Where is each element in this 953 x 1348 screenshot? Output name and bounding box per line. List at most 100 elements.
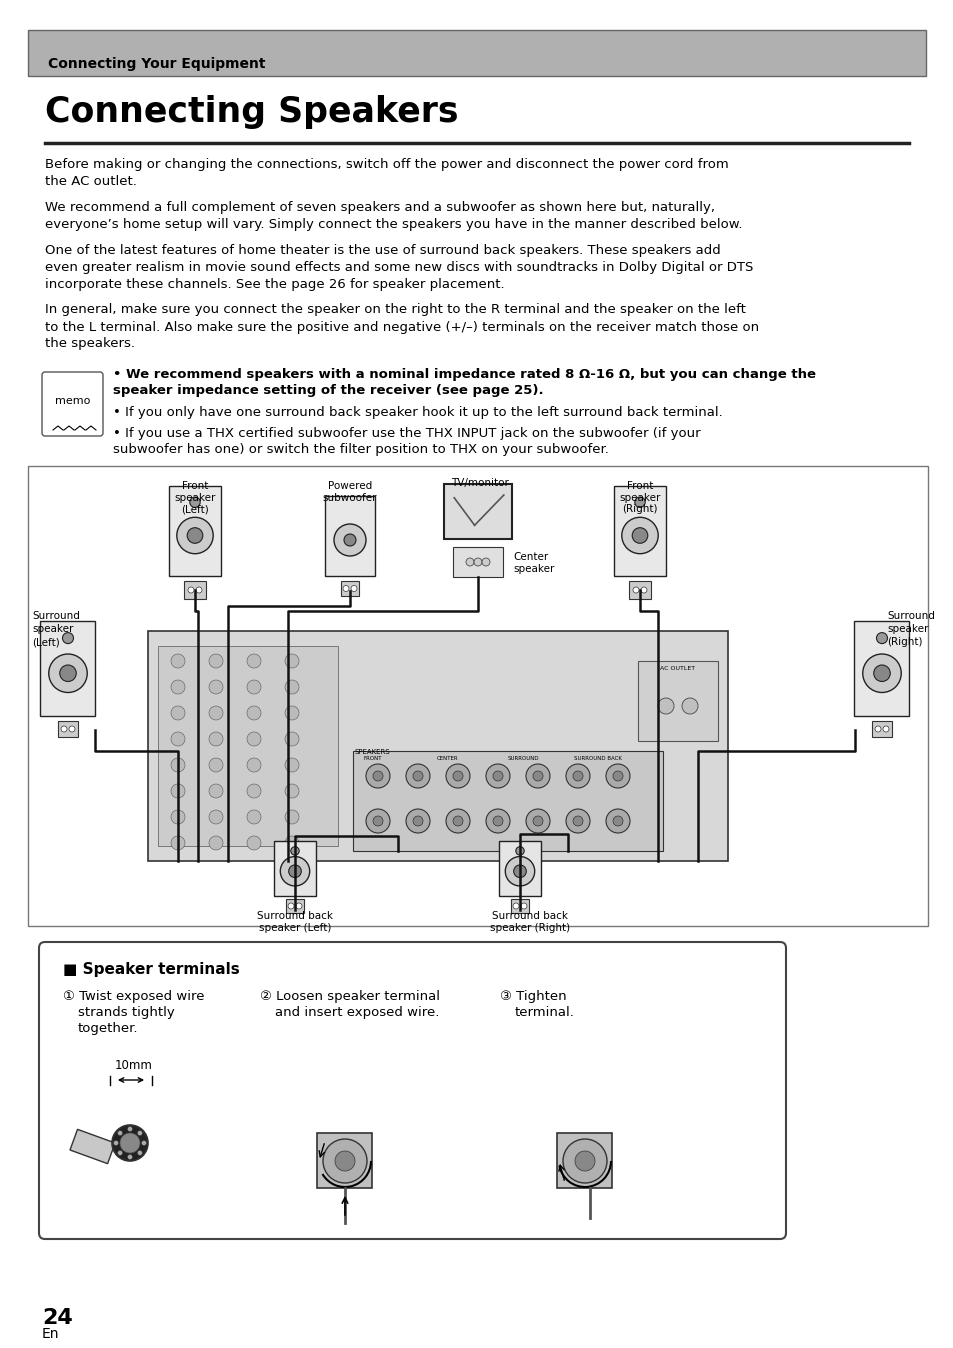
Bar	[628, 581, 650, 599]
Bar	[274, 841, 315, 896]
Bar	[353, 751, 662, 851]
Circle shape	[413, 771, 422, 780]
Bar	[614, 487, 665, 576]
Circle shape	[485, 809, 510, 833]
Circle shape	[285, 836, 298, 851]
Circle shape	[171, 758, 185, 772]
Circle shape	[247, 654, 261, 669]
Circle shape	[481, 558, 490, 566]
Circle shape	[453, 771, 462, 780]
Circle shape	[209, 785, 223, 798]
Circle shape	[285, 732, 298, 745]
Circle shape	[247, 836, 261, 851]
Circle shape	[882, 727, 888, 732]
Text: terminal.: terminal.	[515, 1006, 575, 1019]
Circle shape	[209, 810, 223, 824]
Circle shape	[247, 785, 261, 798]
Circle shape	[128, 1127, 132, 1131]
Text: Surround back
speaker (Left): Surround back speaker (Left)	[256, 911, 333, 933]
Circle shape	[209, 706, 223, 720]
Text: En: En	[42, 1326, 59, 1341]
Circle shape	[113, 1140, 118, 1146]
FancyBboxPatch shape	[39, 942, 785, 1239]
Circle shape	[876, 632, 886, 643]
Circle shape	[323, 1139, 367, 1184]
Text: • If you use a THX certified subwoofer use the THX INPUT jack on the subwoofer (: • If you use a THX certified subwoofer u…	[112, 427, 700, 457]
Circle shape	[413, 816, 422, 826]
Bar	[638, 661, 718, 741]
Circle shape	[613, 771, 622, 780]
Circle shape	[291, 847, 299, 855]
Bar	[316, 1134, 372, 1188]
Circle shape	[334, 524, 366, 555]
Circle shape	[171, 706, 185, 720]
Text: • We recommend speakers with a nominal impedance rated 8 Ω-16 Ω, but you can cha: • We recommend speakers with a nominal i…	[112, 368, 815, 398]
Circle shape	[351, 585, 356, 592]
Circle shape	[247, 706, 261, 720]
Circle shape	[343, 585, 349, 592]
Text: ③ Tighten: ③ Tighten	[499, 989, 566, 1003]
Circle shape	[658, 698, 673, 714]
Circle shape	[632, 527, 647, 543]
Circle shape	[280, 856, 310, 886]
Circle shape	[446, 764, 470, 789]
Text: 10mm: 10mm	[115, 1060, 152, 1072]
Bar	[340, 581, 358, 596]
Text: We recommend a full complement of seven speakers and a subwoofer as shown here b: We recommend a full complement of seven …	[45, 201, 741, 231]
Text: Connecting Your Equipment: Connecting Your Equipment	[48, 57, 265, 71]
Circle shape	[63, 632, 73, 643]
Circle shape	[505, 856, 534, 886]
Text: Connecting Speakers: Connecting Speakers	[45, 94, 458, 129]
Text: Surround back
speaker (Right): Surround back speaker (Right)	[490, 911, 570, 933]
Circle shape	[565, 809, 589, 833]
Circle shape	[621, 518, 658, 554]
Text: together.: together.	[78, 1022, 138, 1035]
Circle shape	[520, 903, 526, 909]
Circle shape	[446, 809, 470, 833]
Text: Front
speaker
(Right): Front speaker (Right)	[618, 481, 660, 514]
Circle shape	[209, 654, 223, 669]
Circle shape	[285, 654, 298, 669]
Circle shape	[289, 865, 301, 878]
Circle shape	[335, 1151, 355, 1171]
Circle shape	[137, 1131, 142, 1135]
Circle shape	[60, 665, 76, 682]
Circle shape	[366, 809, 390, 833]
Circle shape	[525, 764, 550, 789]
Circle shape	[285, 679, 298, 694]
Circle shape	[209, 758, 223, 772]
Circle shape	[171, 810, 185, 824]
Text: Before making or changing the connections, switch off the power and disconnect t: Before making or changing the connection…	[45, 158, 728, 187]
Text: memo: memo	[55, 396, 91, 406]
Text: Center
speaker: Center speaker	[513, 551, 554, 574]
Circle shape	[288, 903, 294, 909]
Circle shape	[190, 497, 200, 507]
Text: and insert exposed wire.: and insert exposed wire.	[274, 1006, 439, 1019]
Circle shape	[120, 1134, 140, 1153]
Text: strands tightly: strands tightly	[78, 1006, 174, 1019]
Bar	[40, 621, 95, 716]
Circle shape	[873, 665, 889, 682]
Text: FRONT: FRONT	[363, 756, 382, 762]
Circle shape	[516, 847, 523, 855]
Circle shape	[633, 586, 639, 593]
Circle shape	[188, 586, 193, 593]
Text: AC OUTLET: AC OUTLET	[659, 666, 695, 671]
Circle shape	[640, 586, 646, 593]
Circle shape	[117, 1131, 123, 1135]
Circle shape	[862, 654, 901, 693]
Bar	[498, 841, 540, 896]
Circle shape	[533, 816, 542, 826]
Circle shape	[493, 816, 502, 826]
Text: TV/monitor: TV/monitor	[451, 479, 508, 488]
Text: ① Twist exposed wire: ① Twist exposed wire	[63, 989, 204, 1003]
Circle shape	[485, 764, 510, 789]
Circle shape	[285, 758, 298, 772]
Text: SURROUND: SURROUND	[507, 756, 538, 762]
Circle shape	[117, 1150, 123, 1155]
Circle shape	[605, 764, 629, 789]
Circle shape	[209, 732, 223, 745]
Circle shape	[171, 732, 185, 745]
Circle shape	[247, 758, 261, 772]
Text: SURROUND BACK: SURROUND BACK	[574, 756, 621, 762]
